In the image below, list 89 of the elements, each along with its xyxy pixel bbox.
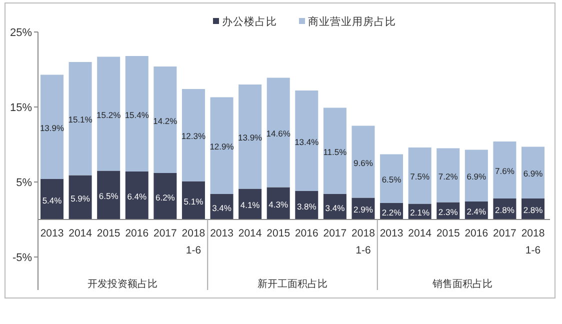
- data-label: 3.4%: [325, 202, 346, 213]
- bar: [97, 56, 120, 171]
- data-label: 6.5%: [382, 174, 402, 185]
- data-label: 15.4%: [124, 110, 150, 120]
- data-label: 2.1%: [410, 208, 430, 218]
- x-tick-label: 2017: [493, 228, 517, 240]
- data-label: 5.9%: [70, 193, 90, 204]
- x-tick-label: 2013: [380, 228, 404, 240]
- data-label: 13.9%: [238, 132, 263, 143]
- x-tick-label: 2015: [266, 228, 290, 240]
- bar: [352, 126, 375, 198]
- data-label: 6.9%: [523, 168, 544, 179]
- data-label: 2.8%: [495, 205, 515, 215]
- bar: [68, 62, 92, 176]
- data-label: 5.1%: [184, 196, 204, 206]
- data-label: 13.9%: [40, 122, 64, 133]
- data-label: 6.5%: [98, 191, 119, 202]
- x-tick-label: 2016: [294, 228, 318, 240]
- bar: [493, 142, 516, 198]
- data-label: 2.2%: [382, 207, 402, 218]
- data-label: 6.9%: [466, 172, 487, 182]
- legend-label: 商业营业用房占比: [308, 15, 396, 28]
- data-label: 2.9%: [354, 204, 374, 215]
- bar: [436, 148, 460, 202]
- data-label: 12.9%: [210, 142, 234, 152]
- bar: [154, 173, 177, 220]
- bar: [125, 56, 148, 172]
- x-tick-label: 2015: [436, 228, 460, 240]
- legend-label: 办公楼占比: [222, 15, 277, 28]
- data-label: 5.4%: [42, 195, 62, 206]
- data-label: 2.8%: [523, 205, 544, 215]
- bar: [380, 154, 404, 203]
- bar: [182, 181, 205, 220]
- y-tick-label: 25%: [10, 27, 32, 39]
- y-tick-label: -5%: [12, 252, 32, 264]
- data-label: 7.5%: [410, 172, 430, 182]
- data-label: 14.6%: [266, 128, 291, 138]
- x-tick-label: 2017: [153, 228, 178, 240]
- x-tick-label: 2018 1-6: [182, 228, 206, 256]
- bar: [295, 90, 318, 191]
- x-tick-label: 2016: [464, 228, 488, 240]
- annotation: 新开工面积占比: [258, 278, 328, 290]
- data-label: 11.5%: [323, 146, 348, 157]
- x-tick-label: 2016: [125, 228, 149, 240]
- bar: [125, 172, 148, 220]
- x-tick-label: 2014: [408, 228, 432, 240]
- bar: [40, 179, 64, 220]
- x-tick-label: 2014: [68, 228, 92, 240]
- data-label: 3.4%: [212, 202, 232, 213]
- data-label: 4.3%: [268, 199, 288, 210]
- bar: [238, 188, 262, 220]
- data-label: 7.6%: [495, 166, 515, 176]
- annotation: 开发投资额占比: [88, 278, 158, 290]
- bar: [40, 74, 64, 179]
- bar: [210, 97, 234, 194]
- data-label: 13.4%: [294, 136, 320, 147]
- x-tick-label: 2018 1-6: [352, 228, 376, 256]
- bar: [182, 89, 205, 182]
- data-label: 14.2%: [153, 116, 178, 126]
- bar: [323, 108, 346, 194]
- bar: [154, 66, 177, 173]
- data-label: 12.3%: [181, 131, 206, 142]
- y-tick-label: 15%: [10, 102, 32, 114]
- data-label: 6.4%: [127, 192, 148, 202]
- x-tick-label: 2014: [238, 228, 262, 240]
- bar: [97, 170, 120, 220]
- bar: [266, 187, 290, 220]
- data-label: 3.8%: [296, 201, 317, 212]
- data-label: 6.2%: [155, 192, 176, 202]
- bar: [522, 146, 544, 198]
- x-tick-label: 2015: [96, 228, 120, 240]
- y-tick-label: 5%: [16, 177, 32, 189]
- bar: [238, 84, 262, 189]
- data-label: 7.2%: [438, 171, 458, 182]
- data-label: 9.6%: [354, 158, 374, 168]
- data-label: 2.4%: [466, 206, 487, 216]
- x-tick-label: 2013: [210, 228, 234, 240]
- bar: [408, 148, 432, 204]
- data-label: 15.1%: [68, 114, 93, 125]
- bar: [266, 78, 290, 188]
- bar: [464, 150, 488, 202]
- data-label: 2.3%: [438, 206, 458, 217]
- data-label: 15.2%: [96, 110, 122, 120]
- x-tick-label: 2017: [323, 228, 347, 240]
- data-label: 4.1%: [240, 200, 260, 210]
- bar: [68, 175, 92, 220]
- x-tick-label: 2018 1-6: [521, 228, 545, 256]
- annotation: 销售面积占比: [431, 278, 492, 290]
- x-tick-label: 2013: [40, 228, 64, 240]
